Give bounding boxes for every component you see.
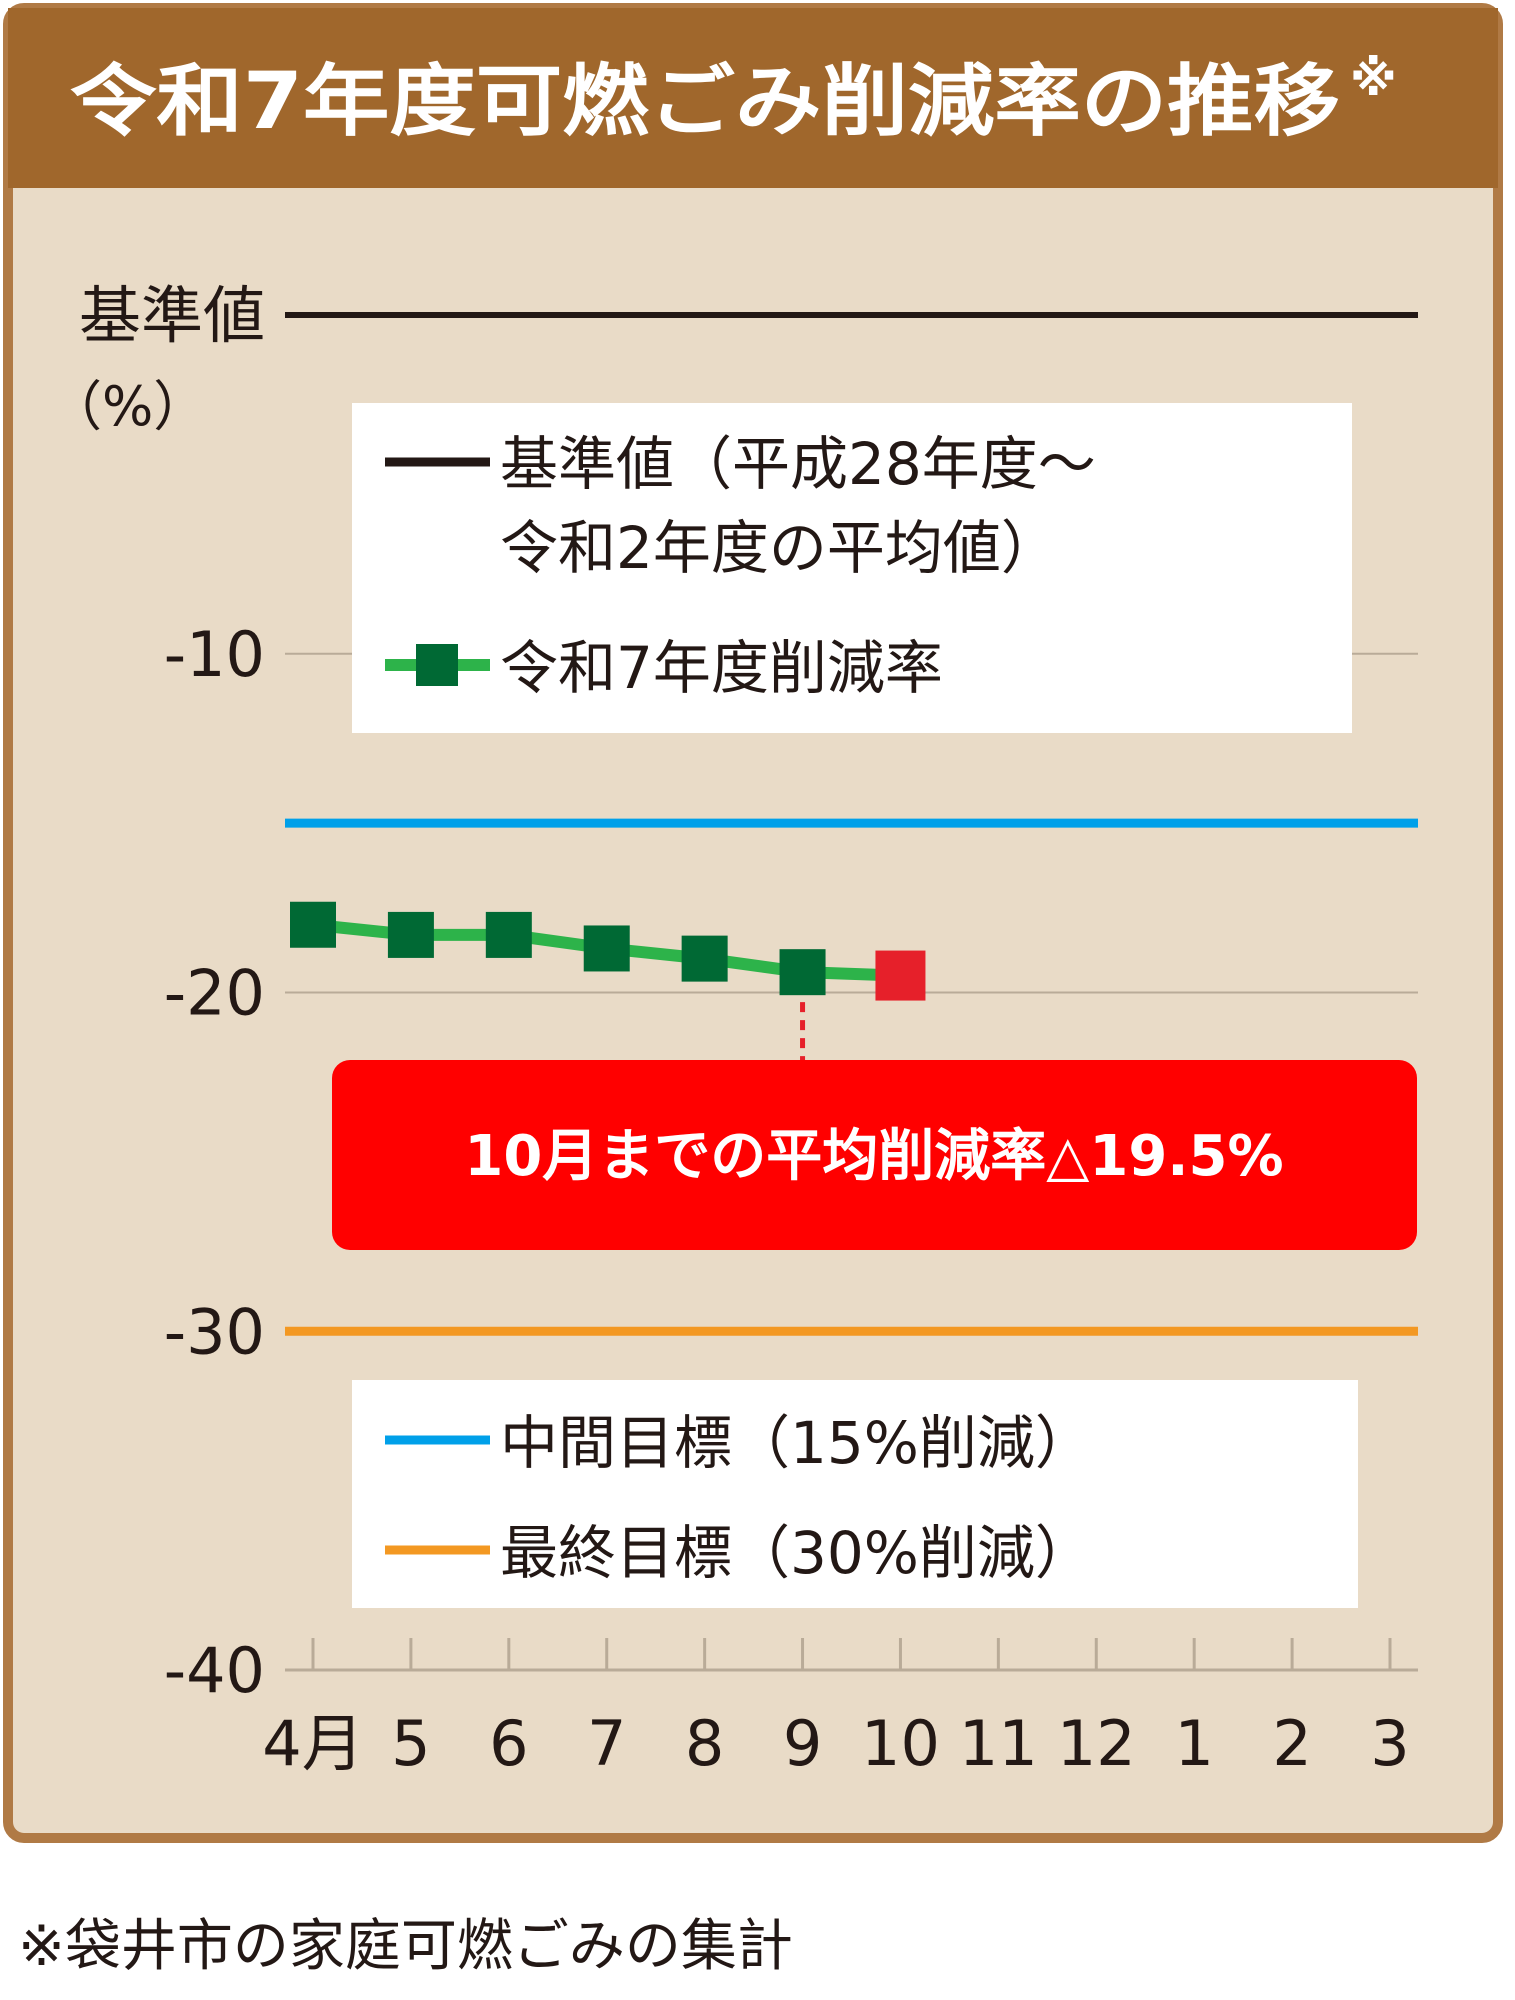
x-tick-label: 3 [1370,1707,1409,1780]
x-tick-label: 10 [861,1707,940,1780]
x-tick-label: 12 [1057,1707,1136,1780]
y-tick-label: -10 [164,618,265,691]
data-point [681,935,728,982]
callout-text: 10月までの平均削減率△19.5% [464,1124,1283,1189]
x-tick-label: 9 [783,1707,822,1780]
legend-box-top [352,403,1352,733]
data-point [779,949,826,996]
legend-baseline-label-2: 令和2年度の平均値） [500,514,1059,582]
legend-box-bottom [352,1380,1358,1608]
legend-series-label: 令和7年度削減率 [500,634,943,702]
title-bar [8,8,1498,188]
data-point [583,925,630,972]
legend-final-label: 最終目標（30%削減） [500,1519,1093,1587]
data-point [485,911,532,958]
y-tick-label: -20 [164,957,265,1030]
chart-title: 令和7年度可燃ごみ削減率の推移 [70,57,1340,147]
x-tick-label: 1 [1174,1707,1213,1780]
x-tick-label: 2 [1272,1707,1311,1780]
legend-baseline-label: 基準値（平成28年度～ [500,430,1096,498]
x-tick-label: 6 [489,1707,528,1780]
y-tick-label: -40 [164,1634,265,1707]
data-point-latest [875,950,926,1001]
legend-midterm-label: 中間目標（15%削減） [500,1409,1093,1477]
x-tick-label: 4月 [262,1707,363,1780]
legend-series-marker [416,644,458,686]
x-tick-label: 5 [391,1707,430,1780]
x-tick-label: 7 [587,1707,626,1780]
y-tick-label: -30 [164,1295,265,1368]
x-tick-label: 11 [959,1707,1038,1780]
data-point [290,901,336,948]
y-axis-unit: （%） [48,375,207,438]
x-tick-label: 8 [685,1707,724,1780]
x-axis: 4月 5 6 7 8 9 10 11 12 1 2 3 [262,1638,1418,1780]
title-note-mark: ※ [1350,51,1397,107]
callout-box [332,1060,1417,1250]
data-point [387,911,434,958]
footnote: ※袋井市の家庭可燃ごみの集計 [18,1914,793,1979]
series-layer [290,901,926,1001]
y-tick-label-baseline: 基準値 [79,279,265,352]
